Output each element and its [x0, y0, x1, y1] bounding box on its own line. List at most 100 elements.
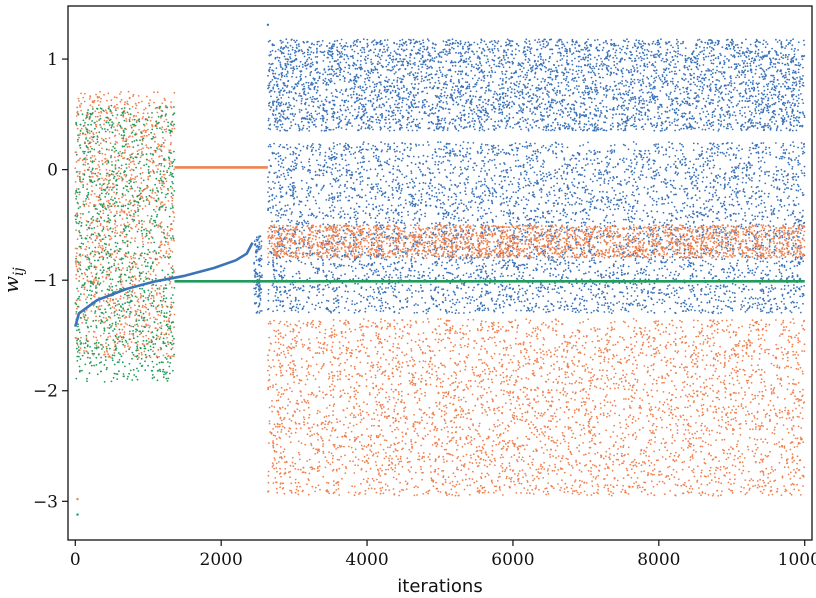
data-point	[667, 82, 669, 85]
data-point	[572, 77, 574, 80]
data-point	[407, 98, 409, 101]
data-point	[397, 48, 399, 51]
data-point	[454, 120, 456, 122]
data-point	[765, 69, 768, 71]
data-point	[799, 63, 802, 66]
data-point	[641, 80, 644, 83]
data-point	[748, 126, 751, 128]
data-point	[716, 65, 718, 68]
data-point	[796, 99, 798, 102]
data-point	[517, 44, 520, 47]
data-point	[301, 84, 303, 86]
data-point	[499, 103, 502, 106]
data-point	[630, 78, 633, 81]
data-point	[621, 80, 623, 82]
data-point	[443, 119, 446, 121]
data-point	[602, 76, 604, 79]
data-point	[455, 128, 458, 131]
data-point	[272, 114, 275, 116]
data-point	[420, 80, 423, 83]
data-point	[310, 58, 313, 61]
data-point	[411, 99, 414, 101]
data-point	[328, 101, 331, 103]
data-point	[317, 106, 319, 108]
data-point	[587, 120, 590, 123]
data-point	[611, 117, 614, 119]
data-point	[665, 186, 668, 189]
data-point	[526, 49, 529, 52]
data-point	[441, 107, 444, 109]
data-point	[290, 91, 293, 93]
data-point	[509, 44, 512, 47]
data-point	[299, 95, 302, 97]
data-point	[376, 121, 378, 124]
data-point	[738, 49, 741, 52]
data-point	[649, 98, 652, 101]
data-point	[290, 121, 292, 123]
data-point	[339, 71, 342, 74]
data-point	[367, 295, 369, 298]
data-point	[352, 44, 355, 47]
data-point	[526, 46, 529, 48]
data-point	[727, 60, 730, 62]
data-point	[379, 58, 382, 61]
data-point	[457, 129, 460, 132]
data-point	[510, 91, 513, 94]
data-point	[361, 51, 363, 54]
data-point	[383, 236, 386, 239]
data-point	[449, 121, 451, 124]
data-point	[517, 64, 520, 67]
data-point	[539, 88, 542, 91]
data-point	[545, 126, 548, 128]
data-point	[453, 89, 456, 91]
data-point	[393, 42, 396, 45]
data-point	[438, 147, 440, 150]
data-point	[322, 120, 325, 122]
data-point	[282, 94, 284, 96]
data-point	[782, 54, 785, 56]
data-point	[661, 57, 664, 60]
data-point	[666, 116, 669, 119]
data-point	[308, 118, 311, 121]
data-point	[697, 68, 699, 71]
data-point	[776, 69, 779, 72]
data-point	[392, 58, 395, 61]
data-point	[583, 123, 586, 125]
data-point	[711, 46, 713, 49]
data-point	[357, 52, 359, 55]
data-point	[471, 98, 473, 100]
data-point	[802, 82, 805, 84]
data-point	[513, 72, 515, 75]
data-point	[500, 45, 502, 48]
data-point	[478, 77, 480, 80]
data-point	[696, 43, 698, 46]
data-point	[791, 110, 794, 112]
data-point	[557, 109, 560, 112]
data-point	[272, 86, 275, 89]
data-point	[801, 54, 803, 57]
data-point	[316, 55, 319, 58]
data-point	[483, 70, 486, 73]
data-point	[526, 74, 529, 77]
data-point	[698, 126, 700, 129]
data-point	[559, 102, 562, 105]
data-point	[719, 113, 721, 116]
data-point	[539, 44, 542, 46]
data-point	[729, 113, 731, 115]
data-point	[682, 124, 685, 127]
data-point	[714, 83, 717, 86]
data-point	[749, 90, 751, 93]
data-point	[515, 70, 517, 72]
data-point	[345, 168, 348, 171]
data-point	[510, 82, 512, 85]
data-point	[745, 56, 748, 59]
data-point	[277, 48, 280, 51]
data-point	[573, 122, 576, 125]
data-point	[253, 240, 256, 243]
data-point	[584, 57, 587, 59]
data-point	[677, 47, 680, 50]
data-point	[469, 124, 472, 127]
data-point	[428, 60, 431, 63]
data-point	[338, 116, 341, 118]
data-point	[347, 120, 350, 123]
